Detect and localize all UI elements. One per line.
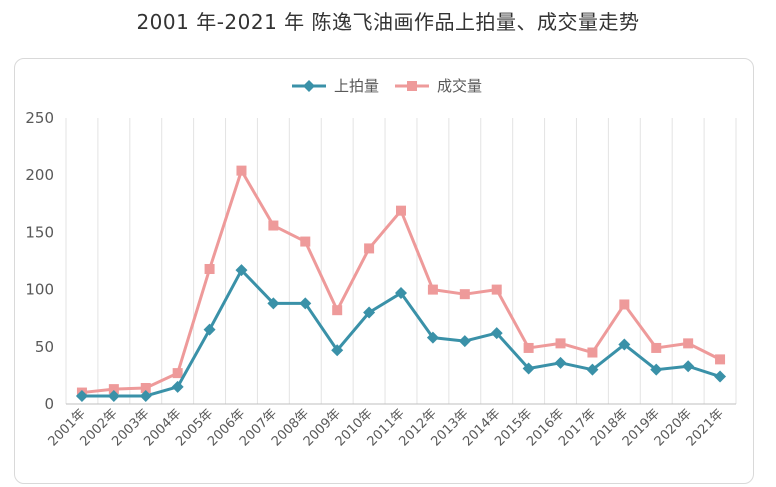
data-point (107, 389, 120, 402)
data-point (619, 299, 630, 310)
data-point (203, 323, 216, 336)
series-layer (75, 165, 727, 402)
data-point (618, 338, 631, 351)
chart-frame (14, 58, 754, 484)
legend-marker (407, 81, 417, 91)
data-point (364, 243, 375, 254)
data-point (235, 264, 248, 277)
data-point (267, 297, 280, 310)
data-point (171, 380, 184, 393)
y-tick-label: 100 (25, 281, 54, 299)
data-point (331, 344, 344, 357)
legend: 上拍量 成交量 (292, 77, 482, 95)
legend-marker (303, 80, 315, 92)
data-point (395, 287, 407, 300)
data-point (458, 335, 471, 348)
data-point (75, 389, 88, 402)
data-point (108, 384, 119, 395)
data-point (426, 331, 439, 344)
series-sold (76, 165, 726, 398)
data-point (300, 236, 311, 247)
data-point (651, 342, 662, 353)
data-point (363, 306, 376, 319)
axes: 0501001502002502001年2002年2003年2004年2005年… (25, 109, 736, 449)
data-point (490, 327, 503, 340)
chart-title: 2001 年-2021 年 陈逸飞油画作品上拍量、成交量走势 (136, 10, 640, 34)
data-point (332, 305, 343, 316)
data-point (683, 338, 694, 349)
data-point (204, 264, 215, 275)
data-point (491, 284, 502, 295)
data-point (523, 342, 534, 353)
data-point (555, 338, 566, 349)
data-point (554, 356, 567, 369)
data-point (396, 205, 406, 216)
series-listed (75, 264, 727, 402)
data-point (172, 368, 183, 379)
y-tick-label: 250 (25, 109, 54, 127)
data-point (427, 284, 438, 295)
data-point (299, 297, 312, 310)
series-line (81, 169, 721, 395)
data-point (586, 363, 599, 376)
data-point (587, 347, 598, 358)
data-point (715, 354, 726, 365)
legend-label: 上拍量 (334, 77, 379, 95)
data-point (650, 363, 663, 376)
data-point (459, 289, 470, 300)
data-point (522, 362, 535, 375)
y-tick-label: 150 (25, 223, 54, 241)
y-tick-label: 50 (35, 338, 54, 356)
data-point (682, 360, 695, 373)
data-point (140, 382, 151, 393)
legend-item: 上拍量 (292, 77, 379, 95)
data-point (714, 370, 727, 383)
legend-item: 成交量 (395, 77, 482, 95)
y-tick-label: 0 (44, 395, 54, 413)
gridlines (65, 118, 737, 404)
legend-label: 成交量 (437, 77, 482, 95)
data-point (139, 389, 152, 402)
y-tick-label: 200 (25, 166, 54, 184)
data-point (268, 220, 279, 231)
data-point (236, 165, 247, 176)
